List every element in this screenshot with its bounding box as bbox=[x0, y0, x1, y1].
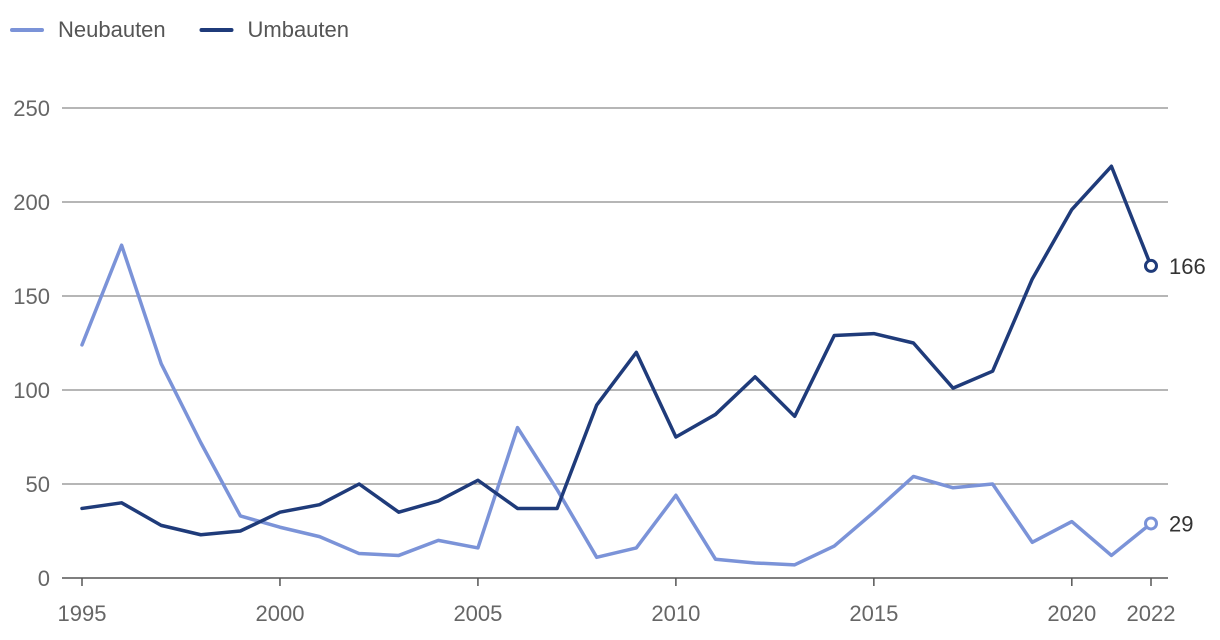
x-axis: 1995 2000 2005 2010 2015 2020 2022 bbox=[58, 577, 1176, 626]
x-tick-label-2005: 2005 bbox=[453, 601, 502, 626]
y-tick-label-150: 150 bbox=[13, 284, 50, 309]
series-lines bbox=[80, 164, 1153, 567]
series-line-umbauten bbox=[80, 164, 1153, 537]
x-tick-label-2000: 2000 bbox=[255, 601, 304, 626]
series-line-neubauten bbox=[80, 243, 1153, 567]
end-value-label-umbauten: 166 bbox=[1169, 254, 1206, 279]
x-tick-label-2015: 2015 bbox=[849, 601, 898, 626]
legend: Neubauten Umbauten bbox=[10, 17, 350, 42]
end-labels: 29 166 bbox=[1144, 254, 1206, 536]
legend-label-umbauten: Umbauten bbox=[248, 17, 350, 42]
legend-label-neubauten: Neubauten bbox=[58, 17, 166, 42]
y-axis: 0 50 100 150 200 250 bbox=[13, 96, 50, 591]
y-tick-label-50: 50 bbox=[26, 472, 50, 497]
y-tick-label-100: 100 bbox=[13, 378, 50, 403]
y-gridlines bbox=[62, 107, 1168, 485]
end-marker-neubauten bbox=[1144, 516, 1158, 531]
x-tick-label-2010: 2010 bbox=[651, 601, 700, 626]
y-tick-label-200: 200 bbox=[13, 190, 50, 215]
end-value-label-neubauten: 29 bbox=[1169, 511, 1193, 536]
x-tick-label-2022: 2022 bbox=[1127, 601, 1176, 626]
end-marker-umbauten bbox=[1144, 258, 1158, 273]
y-tick-label-0: 0 bbox=[38, 566, 50, 591]
x-tick-label-1995: 1995 bbox=[58, 601, 107, 626]
y-tick-label-250: 250 bbox=[13, 96, 50, 121]
x-tick-label-2020: 2020 bbox=[1047, 601, 1096, 626]
